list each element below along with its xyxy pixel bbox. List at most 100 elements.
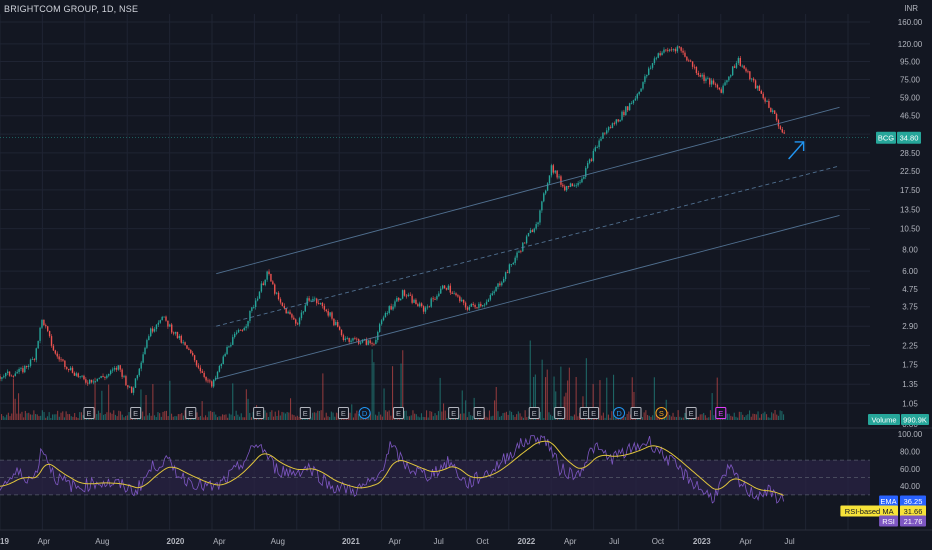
volume-bar: [460, 413, 462, 420]
candle: [739, 56, 742, 67]
candle: [354, 336, 356, 340]
volume-bar: [517, 411, 519, 420]
candle-body: [1, 377, 3, 379]
volume-bar: [550, 414, 552, 420]
candle: [100, 375, 102, 379]
candle-body: [94, 381, 97, 383]
candle: [47, 325, 49, 333]
volume-bar: [381, 416, 383, 420]
candle-body: [184, 342, 186, 346]
volume-bar: [529, 340, 531, 420]
projection-arrow[interactable]: [788, 141, 805, 160]
candle-body: [747, 71, 749, 73]
candle: [18, 367, 20, 375]
candle-body: [338, 326, 341, 330]
event-marker-earnings[interactable]: E: [473, 407, 485, 419]
candle-body: [304, 305, 306, 312]
candle: [233, 331, 236, 339]
event-marker-earnings[interactable]: E: [337, 407, 349, 419]
volume-bar: [125, 415, 127, 420]
candle-body: [764, 98, 766, 102]
volume-bar: [443, 403, 445, 420]
candle-body: [398, 297, 400, 301]
volume-bar: [522, 417, 524, 420]
candle: [758, 84, 761, 91]
candle: [302, 311, 305, 315]
candle-body: [571, 183, 574, 187]
volume-bar: [52, 414, 54, 420]
candle: [413, 298, 415, 304]
event-marker-shape: [358, 407, 371, 419]
event-marker-upcoming[interactable]: E: [715, 407, 727, 419]
volume-bar: [179, 414, 181, 420]
candle-body: [388, 306, 390, 313]
time-tick-label: 2019: [0, 537, 9, 546]
rsi-ma-tag-label: RSI-based MA: [845, 507, 894, 516]
candle-body: [251, 307, 253, 311]
candle: [600, 136, 602, 142]
candle: [16, 369, 18, 374]
candle: [279, 297, 282, 305]
time-tick-label: 2020: [167, 537, 185, 546]
volume-bar: [667, 411, 669, 420]
price-tick-label: 1.75: [902, 361, 918, 370]
event-marker-earnings[interactable]: E: [393, 407, 405, 419]
candle-body: [375, 340, 377, 344]
price-tick-label: 95.00: [900, 58, 921, 67]
candle: [224, 352, 226, 357]
volume-bar: [19, 413, 21, 420]
candle: [155, 323, 158, 332]
volume-bar: [500, 415, 502, 420]
volume-bar: [140, 389, 142, 420]
candle-body: [691, 61, 694, 67]
rsi-ma-tag-label-bg: [840, 505, 898, 517]
event-marker-earnings[interactable]: E: [588, 407, 600, 419]
candle: [552, 163, 555, 175]
candle-body: [440, 288, 442, 294]
candle-body: [524, 242, 526, 244]
price-tick-label: 28.50: [900, 149, 921, 158]
event-marker-earnings[interactable]: E: [528, 407, 540, 419]
candle-body: [180, 335, 182, 343]
candle-body: [300, 312, 303, 319]
event-marker-earnings[interactable]: E: [83, 407, 95, 419]
event-marker-earnings[interactable]: E: [299, 407, 311, 419]
candle-body: [611, 123, 614, 129]
event-marker-earnings[interactable]: E: [685, 407, 697, 419]
candle: [98, 377, 100, 380]
candle-body: [193, 355, 196, 361]
event-marker-dividend[interactable]: D: [358, 407, 371, 419]
candle-body: [342, 335, 345, 340]
event-marker-earnings[interactable]: E: [253, 407, 265, 419]
event-marker-split[interactable]: S: [655, 407, 668, 419]
volume-bar: [150, 415, 152, 420]
price-tick-label: 2.90: [902, 322, 918, 331]
candle: [37, 340, 39, 349]
event-marker-earnings[interactable]: E: [630, 407, 642, 419]
volume-bar: [772, 413, 774, 420]
candle: [464, 301, 467, 310]
time-tick-label: Oct: [476, 537, 489, 546]
candle: [0, 373, 1, 382]
event-marker-earnings[interactable]: E: [185, 407, 197, 419]
event-marker-earnings[interactable]: E: [579, 407, 591, 419]
event-marker-earnings[interactable]: E: [554, 407, 566, 419]
volume-bar: [747, 414, 749, 420]
candle-body: [211, 381, 213, 387]
volume-bar: [240, 413, 242, 420]
candle-body: [663, 49, 665, 53]
candle-body: [148, 336, 150, 341]
event-marker-earnings[interactable]: E: [448, 407, 460, 419]
event-marker-earnings[interactable]: E: [130, 407, 142, 419]
time-axis: 2019 Apr Aug 2020 Apr Aug 2021 Apr Jul Oct 2022 Apr…: [0, 537, 795, 546]
volume-bar: [72, 416, 74, 420]
volume-bar: [762, 413, 764, 420]
candle-body: [188, 348, 190, 350]
candle: [365, 337, 368, 346]
volume-bar: [521, 416, 523, 420]
candle: [655, 56, 658, 61]
candle: [31, 356, 34, 360]
volume-bar: [579, 412, 581, 420]
event-marker-dividend[interactable]: D: [613, 407, 626, 419]
